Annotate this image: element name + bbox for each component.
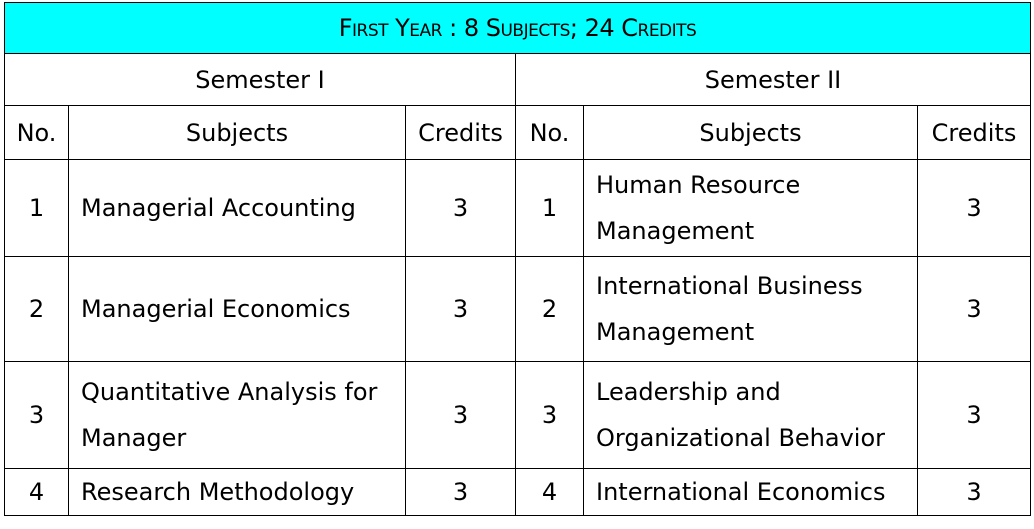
sem2-row-credits: 3 [916,468,1032,516]
sem2-row-subject: International Business Management [583,256,918,362]
sem1-row-credits: 3 [405,468,516,516]
table-title: First Year : 8 Subjects; 24 Credits [3,2,1032,54]
sem1-row-subject: Research Methodology [68,468,406,516]
semester-1-label: Semester I [4,53,516,106]
sem1-row-credits: 3 [405,159,516,257]
sem1-row-no: 4 [4,468,69,516]
sem1-row-no: 1 [4,159,69,257]
sem2-no-header: No. [515,105,584,160]
sem1-row-subject: Quantitative Analysis for Manager [68,361,406,469]
title-row: First Year : 8 Subjects; 24 Credits [3,2,1032,54]
sem1-row-subject: Managerial Accounting [68,159,406,257]
sem2-credits-header: Credits [916,105,1032,160]
sem1-credits-header: Credits [405,105,516,160]
sem2-subjects-header: Subjects [583,105,918,160]
sem2-row-credits: 3 [916,159,1032,257]
table-row: 4 Research Methodology 3 4 International… [4,468,1032,516]
curriculum-table: First Year : 8 Subjects; 24 Credits Seme… [3,2,1032,516]
sem2-row-credits: 3 [916,361,1032,469]
table-row: 2 Managerial Economics 3 2 International… [4,256,1032,362]
sem2-row-subject: International Economics [583,468,918,516]
table-row: 3 Quantitative Analysis for Manager 3 3 … [4,361,1032,469]
sem2-row-no: 4 [515,468,584,516]
sem1-no-header: No. [4,105,69,160]
semester-2-label: Semester II [514,53,1032,106]
sem1-row-no: 2 [4,256,69,362]
sem2-row-no: 3 [515,361,584,469]
sem2-row-no: 2 [515,256,584,362]
sem2-row-credits: 3 [916,256,1032,362]
sem2-row-no: 1 [515,159,584,257]
semester-row: Semester I Semester II [4,53,1032,106]
sem1-row-credits: 3 [405,256,516,362]
sem2-row-subject: Human Resource Management [583,159,918,257]
sem2-row-subject: Leadership and Organizational Behavior [583,361,918,469]
sem1-subjects-header: Subjects [68,105,406,160]
sem1-row-credits: 3 [405,361,516,469]
sem1-row-subject: Managerial Economics [68,256,406,362]
column-header-row: No. Subjects Credits No. Subjects Credit… [4,105,1032,160]
sem1-row-no: 3 [4,361,69,469]
table-row: 1 Managerial Accounting 3 1 Human Resour… [4,159,1032,257]
